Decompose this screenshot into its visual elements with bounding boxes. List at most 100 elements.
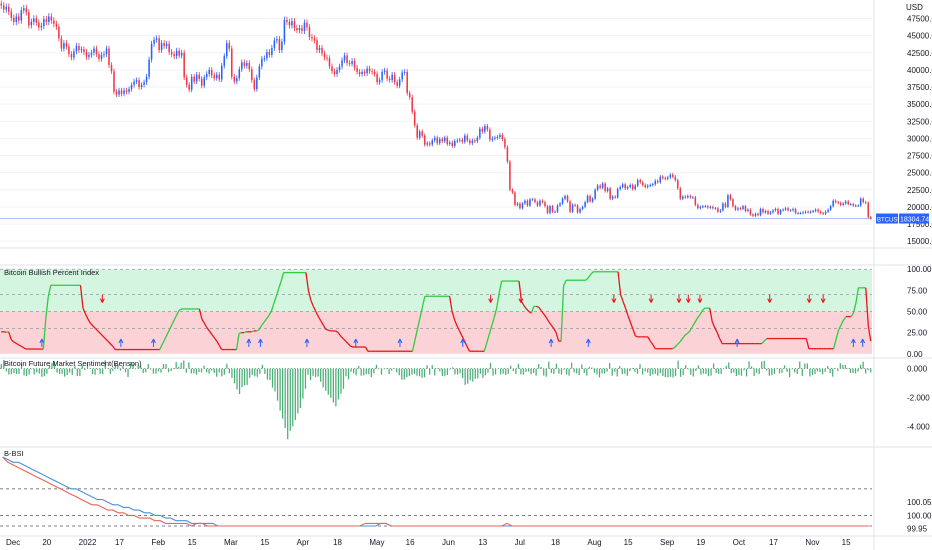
candle-body[interactable] [546, 206, 549, 214]
candle-body[interactable] [155, 38, 158, 40]
candle-body[interactable] [443, 137, 446, 142]
candle-body[interactable] [70, 54, 73, 58]
candle-body[interactable] [667, 177, 669, 179]
candle-body[interactable] [782, 209, 784, 211]
candle-body[interactable] [413, 111, 416, 126]
candle-body[interactable] [529, 199, 531, 206]
candle-body[interactable] [190, 76, 193, 90]
candle-body[interactable] [636, 180, 639, 186]
candle-body[interactable] [531, 199, 534, 201]
candle-body[interactable] [321, 47, 323, 54]
candle-body[interactable] [311, 36, 313, 39]
candle-body[interactable] [406, 71, 408, 94]
candle-body[interactable] [188, 84, 190, 90]
candle-body[interactable] [105, 48, 108, 55]
candle-body[interactable] [626, 187, 629, 189]
candle-body[interactable] [556, 205, 559, 212]
candle-body[interactable] [812, 211, 814, 213]
candle-body[interactable] [511, 189, 514, 193]
candle-body[interactable] [373, 71, 376, 74]
candle-body[interactable] [649, 184, 652, 186]
candle-body[interactable] [103, 54, 105, 56]
candle-body[interactable] [744, 206, 747, 212]
price-pane[interactable]: 15000.00 17500.00 20000.00 22500.00 25000.00… [0, 0, 932, 246]
candle-body[interactable] [574, 204, 576, 206]
candle-body[interactable] [268, 52, 271, 55]
candle-body[interactable] [814, 209, 817, 212]
candle-body[interactable] [561, 198, 564, 204]
candle-body[interactable] [90, 52, 93, 55]
candle-body[interactable] [717, 208, 719, 212]
candle-body[interactable] [677, 180, 679, 189]
candle-body[interactable] [363, 71, 366, 74]
candle-body[interactable] [769, 212, 772, 214]
candle-body[interactable] [661, 176, 664, 179]
candle-body[interactable] [303, 22, 306, 31]
candle-body[interactable] [98, 54, 100, 59]
candle-body[interactable] [656, 180, 659, 183]
candle-body[interactable] [526, 200, 529, 206]
candle-body[interactable] [263, 58, 266, 60]
candle-body[interactable] [506, 147, 509, 162]
market-sentiment-pane[interactable]: 0.000 -2.000 -4.000 [0, 359, 930, 440]
candle-body[interactable] [278, 39, 281, 51]
candle-body[interactable] [110, 65, 113, 72]
candle-body[interactable] [10, 11, 13, 18]
candle-body[interactable] [421, 131, 423, 136]
candle-body[interactable] [854, 205, 857, 207]
candle-body[interactable] [288, 21, 291, 26]
candle-body[interactable] [824, 211, 827, 214]
candle-body[interactable] [862, 198, 865, 203]
candle-body[interactable] [566, 195, 569, 202]
candle-body[interactable] [95, 48, 98, 55]
candle-body[interactable] [195, 74, 198, 82]
candle-body[interactable] [619, 187, 621, 190]
candle-body[interactable] [40, 26, 43, 28]
candle-body[interactable] [702, 206, 704, 208]
candle-body[interactable] [757, 213, 759, 216]
candle-body[interactable] [113, 71, 115, 92]
candle-body[interactable] [223, 56, 226, 66]
candle-body[interactable] [145, 76, 148, 83]
candle-body[interactable] [231, 48, 233, 77]
candle-body[interactable] [23, 8, 25, 11]
candle-body[interactable] [461, 139, 464, 142]
candle-body[interactable] [308, 27, 311, 37]
candle-body[interactable] [481, 128, 484, 132]
candle-body[interactable] [85, 52, 88, 57]
candle-body[interactable] [408, 93, 411, 98]
candle-body[interactable] [646, 185, 649, 188]
candle-body[interactable] [837, 202, 839, 204]
candle-body[interactable] [433, 137, 436, 141]
candle-body[interactable] [844, 201, 847, 204]
candle-body[interactable] [436, 137, 439, 144]
candle-body[interactable] [353, 60, 356, 68]
candle-body[interactable] [326, 57, 328, 59]
candle-body[interactable] [684, 196, 687, 198]
candle-body[interactable] [198, 74, 200, 79]
candle-body[interactable] [772, 210, 774, 213]
candle-body[interactable] [459, 139, 461, 141]
candle-body[interactable] [243, 62, 246, 66]
candle-body[interactable] [822, 213, 824, 215]
candle-body[interactable] [747, 209, 749, 212]
candle-body[interactable] [774, 208, 777, 211]
candle-body[interactable] [298, 28, 301, 31]
candle-body[interactable] [60, 38, 63, 49]
candle-body[interactable] [2, 5, 5, 10]
candle-body[interactable] [491, 138, 494, 140]
candle-body[interactable] [213, 75, 216, 79]
candle-body[interactable] [496, 137, 499, 139]
candle-body[interactable] [88, 54, 90, 57]
candle-body[interactable] [170, 52, 173, 55]
candle-body[interactable] [469, 140, 471, 144]
candle-body[interactable] [697, 204, 699, 209]
candle-body[interactable] [752, 214, 754, 216]
candle-body[interactable] [729, 195, 732, 200]
candle-body[interactable] [383, 70, 386, 72]
candle-body[interactable] [313, 38, 316, 41]
candle-body[interactable] [341, 60, 343, 67]
candle-body[interactable] [256, 77, 258, 90]
candle-body[interactable] [128, 89, 130, 92]
